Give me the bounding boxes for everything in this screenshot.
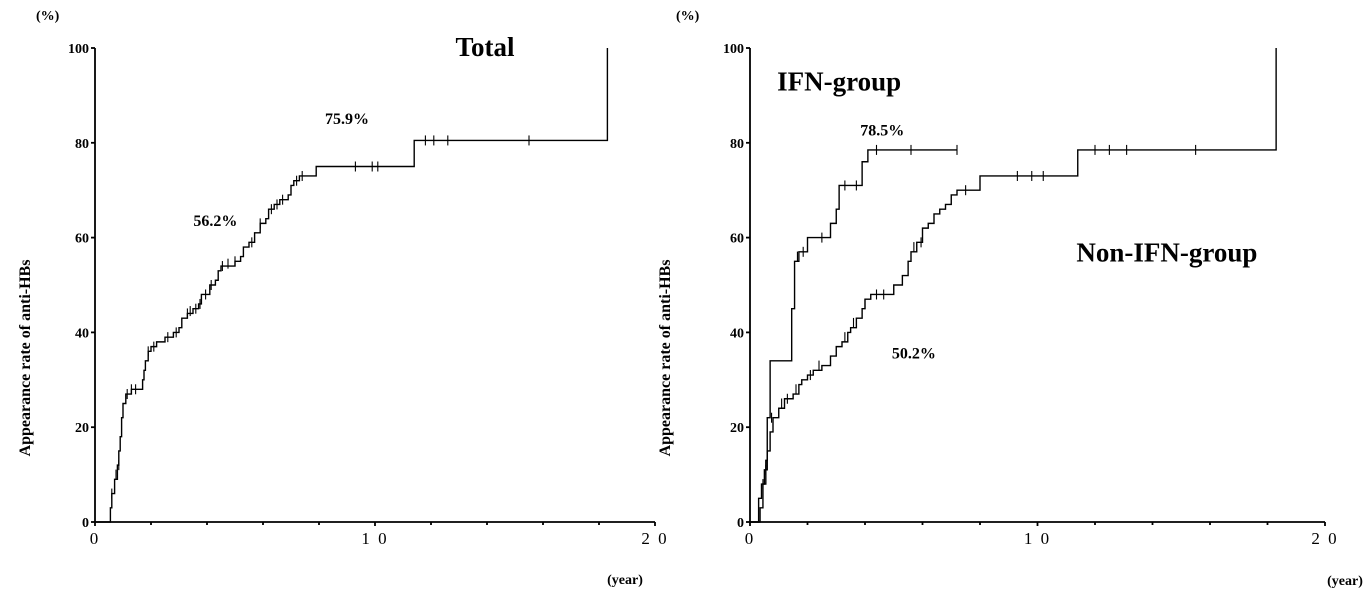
y-tick-label: 60 <box>75 232 89 247</box>
x-tick-label: 1 0 <box>1024 529 1051 548</box>
axes <box>94 48 655 523</box>
series-label: IFN-group <box>777 67 901 97</box>
annotations: 78.5% 50.2% <box>860 123 936 363</box>
y-unit-label: (%) <box>36 9 60 24</box>
chart-title: Total <box>455 32 515 62</box>
y-axis-label: Appearance rate of anti-HBs <box>17 260 34 457</box>
y-ticks: 0 20 40 60 80 100 <box>723 42 750 531</box>
annotation-label: 75.9% <box>325 111 369 128</box>
x-tick-label: 0 <box>745 529 756 548</box>
annotation-label: 78.5% <box>860 123 904 140</box>
y-unit-label: (%) <box>676 9 700 24</box>
curve-non-ifn-group <box>750 48 1277 523</box>
annotation-label: 56.2% <box>193 213 237 230</box>
chart-total: (%) Appearance rate of anti-HBs Total (y… <box>17 9 668 588</box>
x-tick-label: 2 0 <box>1311 529 1338 548</box>
y-tick-label: 20 <box>75 421 89 436</box>
axes <box>749 48 1325 523</box>
y-tick-label: 60 <box>730 232 744 247</box>
y-tick-label: 100 <box>68 42 89 57</box>
x-ticks: 0 1 0 2 0 <box>90 522 668 548</box>
curves <box>750 48 1277 523</box>
chart-ifn-comparison: (%) Appearance rate of anti-HBs (year) 0… <box>657 9 1363 589</box>
y-ticks: 0 20 40 60 80 100 <box>68 42 95 531</box>
x-ticks: 0 1 0 2 0 <box>745 522 1338 548</box>
x-tick-label: 1 0 <box>361 529 388 548</box>
x-tick-label: 2 0 <box>641 529 668 548</box>
x-tick-label: 0 <box>90 529 101 548</box>
x-unit-label: (year) <box>607 573 643 588</box>
y-tick-label: 20 <box>730 421 744 436</box>
y-tick-label: 80 <box>75 137 89 152</box>
annotations: 56.2% 75.9% <box>193 111 369 230</box>
annotation-label: 50.2% <box>892 345 936 362</box>
series-labels: IFN-group Non-IFN-group <box>777 67 1257 268</box>
y-tick-label: 80 <box>730 137 744 152</box>
y-tick-label: 0 <box>737 516 744 531</box>
y-axis-label: Appearance rate of anti-HBs <box>657 260 674 457</box>
series-label: Non-IFN-group <box>1076 237 1257 267</box>
y-tick-label: 0 <box>82 516 89 531</box>
censor-marks <box>762 144 1197 490</box>
censor-marks <box>111 135 530 499</box>
x-unit-label: (year) <box>1327 574 1363 589</box>
curve-ifn-group <box>750 149 957 523</box>
y-tick-label: 40 <box>75 326 89 341</box>
y-tick-label: 100 <box>723 42 744 57</box>
y-tick-label: 40 <box>730 326 744 341</box>
